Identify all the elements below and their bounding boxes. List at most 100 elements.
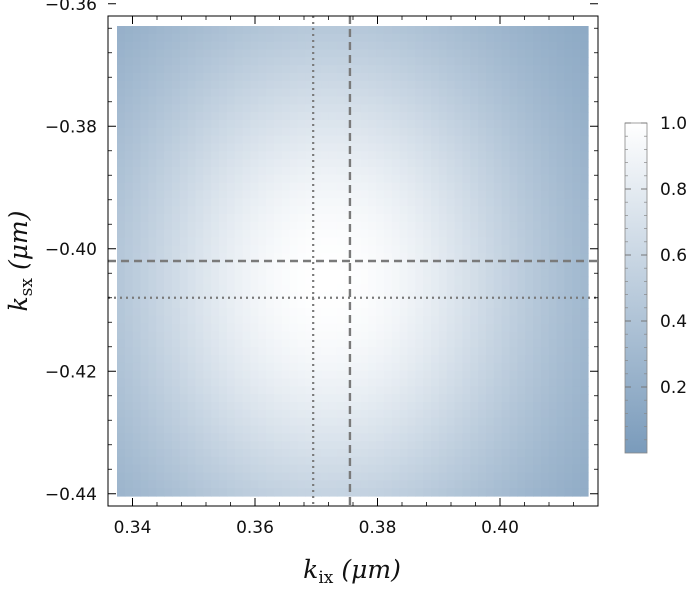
heatmap-cell [360,120,369,129]
heatmap-cell [179,151,189,160]
heatmap-cell [234,65,244,74]
heatmap-cell [415,96,424,105]
heatmap-cell [580,433,589,442]
heatmap-cell [533,65,542,74]
heatmap-cell [211,480,220,489]
heatmap-cell [462,96,471,105]
heatmap-cell [117,464,126,474]
heatmap-cell [376,386,385,395]
heatmap-cell [478,214,487,223]
heatmap-cell [179,26,189,35]
heatmap-cell [462,167,471,176]
heatmap-cell [431,378,440,387]
heatmap-cell [368,362,377,372]
heatmap-cell [517,88,526,98]
heatmap-cell [399,409,409,419]
heatmap-cell [572,261,581,270]
heatmap-cell [556,449,566,458]
heatmap-cell [250,73,259,82]
heatmap-cell [485,276,495,286]
heatmap-cell [132,221,142,231]
heatmap-cell [580,190,589,199]
heatmap-cell [548,182,558,192]
heatmap-cell [226,261,236,270]
heatmap-cell [305,355,314,364]
heatmap-cell [438,370,448,380]
heatmap-cell [533,433,542,442]
heatmap-cell [195,143,204,152]
heatmap-cell [328,386,338,395]
heatmap-cell [179,456,189,466]
heatmap-cell [423,143,432,152]
heatmap-cell [478,464,487,474]
heatmap-cell [493,73,503,82]
heatmap-cell [485,300,495,309]
heatmap-cell [454,174,463,184]
heatmap-cell [548,80,558,90]
heatmap-cell [438,245,448,254]
heatmap-cell [407,214,416,223]
heatmap-cell [234,433,244,442]
heatmap-cell [171,112,181,121]
heatmap-cell [580,441,589,450]
heatmap-cell [399,425,409,434]
heatmap-cell [368,112,377,121]
heatmap-cell [226,292,236,301]
heatmap-cell [438,214,448,223]
heatmap-cell [258,80,267,90]
heatmap-cell [446,151,456,160]
heatmap-cell [407,409,416,419]
heatmap-cell [580,472,589,481]
heatmap-cell [478,331,487,340]
heatmap-cell [226,480,236,489]
heatmap-cell [438,464,448,474]
heatmap-cell [517,308,526,317]
heatmap-cell [376,41,385,51]
heatmap-cell [258,112,267,121]
heatmap-cell [454,480,463,489]
heatmap-cell [407,174,416,184]
heatmap-cell [219,33,228,43]
heatmap-cell [148,355,157,364]
heatmap-cell [352,198,361,207]
heatmap-cell [117,237,126,246]
heatmap-cell [391,378,401,387]
heatmap-cell [148,159,157,168]
heatmap-cell [266,292,275,301]
heatmap-cell [258,276,267,286]
heatmap-cell [407,229,416,239]
heatmap-cell [423,449,432,458]
heatmap-cell [383,308,393,317]
heatmap-cell [415,425,424,434]
heatmap-cell [438,174,448,184]
heatmap-cell [423,402,432,411]
heatmap-cell [383,73,393,82]
heatmap-cell [242,300,252,309]
heatmap-cell [431,449,440,458]
heatmap-cell [540,214,550,223]
heatmap-cell [211,135,220,145]
heatmap-cell [431,394,440,403]
heatmap-cell [328,292,338,301]
heatmap-cell [203,480,212,489]
heatmap-cell [226,488,236,497]
heatmap-cell [179,284,189,293]
heatmap-cell [478,112,487,121]
heatmap-cell [132,480,142,489]
heatmap-cell [501,315,511,325]
heatmap-cell [234,394,244,403]
heatmap-cell [132,96,142,105]
heatmap-cell [360,417,369,427]
heatmap-cell [462,120,471,129]
heatmap-cell [289,315,299,325]
heatmap-cell [289,331,299,340]
heatmap-cell [376,237,385,246]
heatmap-cell [438,488,448,497]
heatmap-cell [336,472,346,481]
heatmap-cell [117,323,126,333]
heatmap-cell [211,339,220,348]
heatmap-cell [211,143,220,152]
heatmap-cell [470,425,479,434]
heatmap-cell [219,417,228,427]
heatmap-cell [485,472,495,481]
